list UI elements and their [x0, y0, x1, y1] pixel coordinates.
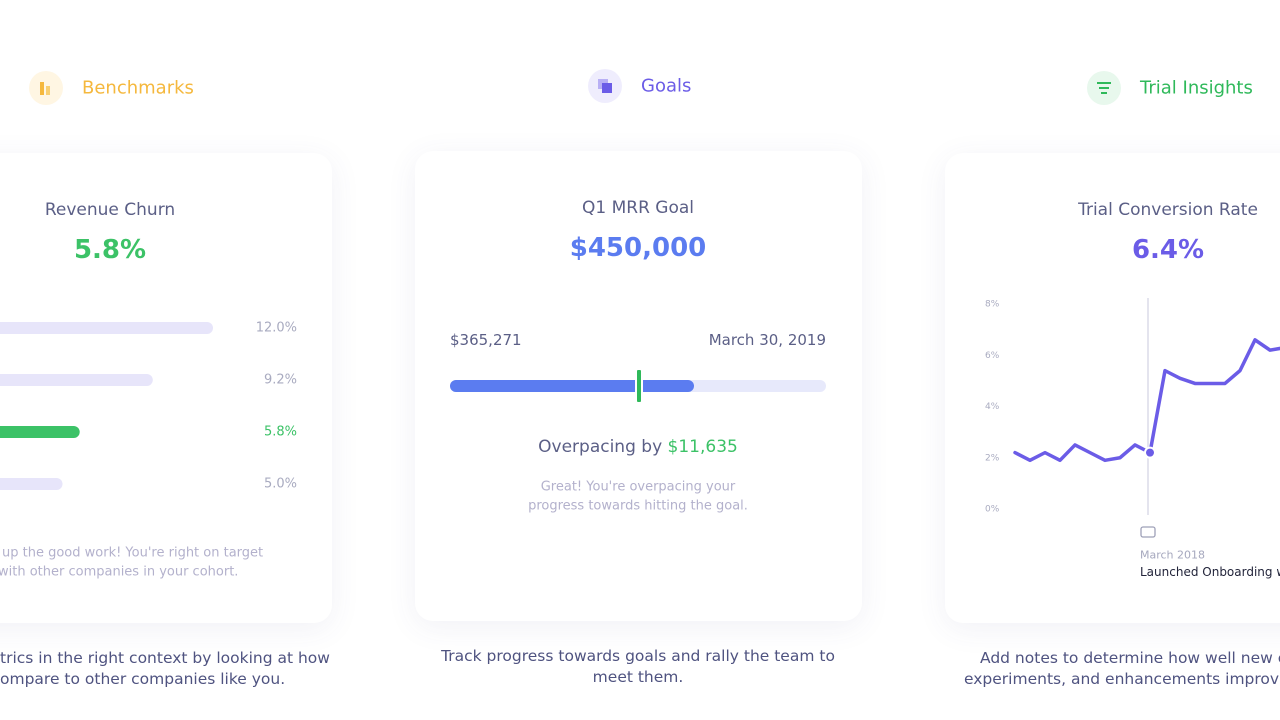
benchmark-bar	[0, 478, 63, 490]
annotation-date: March 2018	[1140, 548, 1206, 562]
card-title: Trial Conversion Rate	[1078, 200, 1258, 220]
tab[interactable]: Goals	[641, 75, 692, 97]
benchmark-bar	[0, 426, 80, 438]
caption: ompare to other companies like you.	[0, 670, 286, 688]
benchmark-label: 5.8%	[264, 425, 297, 440]
current-value: $365,271	[450, 331, 522, 349]
note: with other companies in your cohort.	[0, 564, 239, 580]
caption: Add notes to determine how well new ca	[980, 649, 1280, 667]
note: up the good work! You're right on target	[2, 545, 264, 561]
benchmark-bar	[0, 322, 213, 334]
status-text: Overpacing by	[538, 437, 663, 457]
tab-icon	[1087, 71, 1121, 105]
card-value: $450,000	[569, 233, 707, 263]
caption: meet them.	[592, 668, 684, 686]
status: Overpacing by $11,635	[538, 437, 738, 457]
tab-icon	[588, 69, 622, 103]
note: Great! You're overpacing your	[540, 479, 736, 495]
tab[interactable]: Trial Insights	[1140, 77, 1253, 99]
progress-fill	[450, 380, 694, 392]
y-tick-label: 0%	[985, 505, 1000, 515]
goal-date: March 30, 2019	[708, 331, 826, 349]
benchmark-label: 12.0%	[256, 321, 297, 336]
annotated-point	[1144, 446, 1156, 459]
annotation-text: Launched Onboarding wall	[1140, 565, 1280, 579]
caption: trics in the right context by looking at…	[0, 649, 330, 667]
tab[interactable]: Benchmarks	[82, 77, 194, 99]
tab-icon	[29, 71, 63, 105]
y-tick-label: 4%	[985, 402, 1000, 412]
card-value: 5.8%	[73, 235, 147, 265]
y-tick-label: 2%	[985, 453, 1000, 463]
trial-card	[945, 153, 1280, 623]
benchmark-label: 5.0%	[264, 477, 297, 492]
caption: Track progress towards goals and rally t…	[441, 647, 835, 665]
status-amount: $11,635	[667, 437, 738, 457]
card-title: Q1 MRR Goal	[581, 198, 695, 218]
note-icon[interactable]	[1140, 526, 1156, 538]
note: progress towards hitting the goal.	[528, 498, 748, 514]
caption: experiments, and enhancements improve	[964, 670, 1280, 688]
card-value: 6.4%	[1131, 235, 1205, 265]
card-title: Revenue Churn	[44, 200, 176, 220]
benchmark-bar	[0, 374, 153, 386]
benchmarks-card	[0, 153, 332, 623]
benchmark-label: 9.2%	[264, 373, 297, 388]
y-tick-label: 8%	[985, 300, 1000, 310]
y-tick-label: 6%	[985, 351, 1000, 361]
pace-marker	[635, 368, 643, 404]
